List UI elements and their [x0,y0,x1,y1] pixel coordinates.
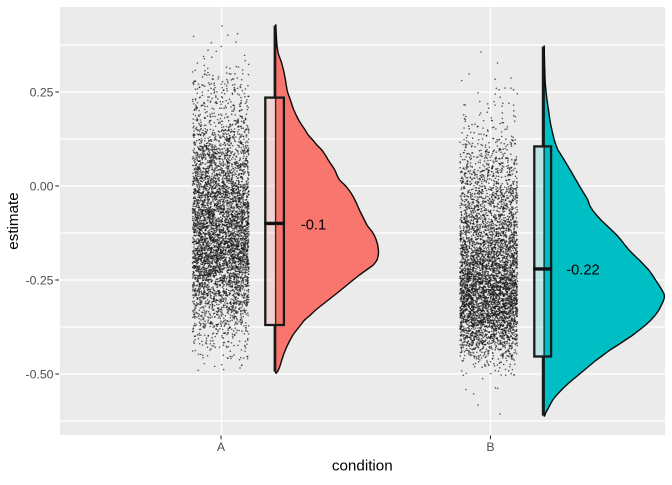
svg-text:-0.25: -0.25 [25,273,53,287]
svg-text:0.00: 0.00 [30,179,54,193]
svg-text:estimate: estimate [5,192,22,249]
svg-text:B: B [486,440,494,454]
svg-text:-0.1: -0.1 [301,217,326,233]
svg-text:0.25: 0.25 [30,85,54,99]
svg-text:condition: condition [332,458,393,475]
svg-text:-0.22: -0.22 [566,262,599,278]
svg-text:A: A [217,440,226,454]
svg-text:-0.50: -0.50 [25,367,53,381]
